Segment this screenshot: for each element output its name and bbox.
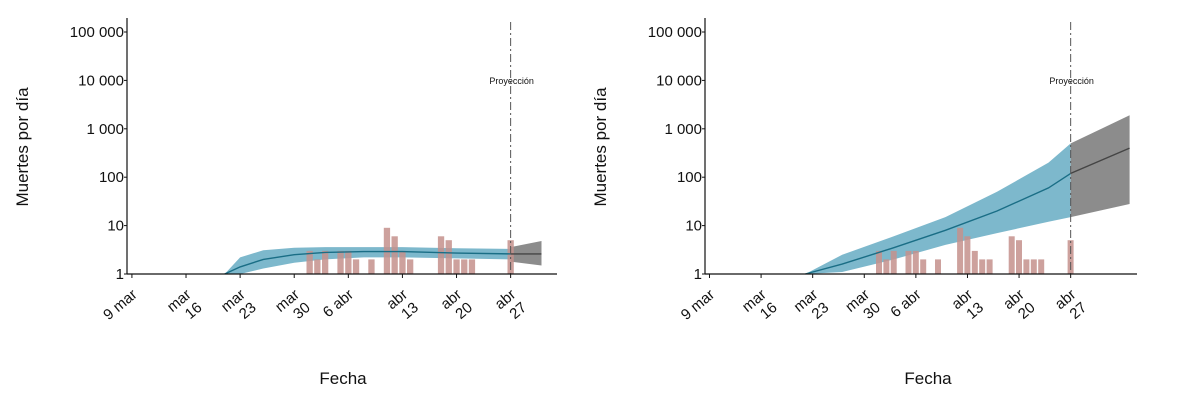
death-bar bbox=[1030, 259, 1037, 274]
death-bar bbox=[1008, 236, 1015, 274]
x-tick-label: abr27 bbox=[492, 286, 530, 326]
y-axis-ticks: 1 10 100 1 000 10 000 100 000 bbox=[70, 24, 124, 283]
x-axis-title: Fecha bbox=[319, 369, 367, 388]
death-bar bbox=[391, 236, 398, 274]
x-axis-title: Fecha bbox=[904, 369, 952, 388]
death-bar bbox=[964, 236, 971, 274]
y-axis-title: Muertes por día bbox=[13, 87, 32, 207]
y-tick-label: 100 bbox=[677, 169, 702, 186]
death-bar bbox=[905, 250, 912, 274]
x-tick-label: mar16 bbox=[164, 286, 206, 329]
x-tick-label: mar30 bbox=[272, 286, 314, 329]
death-bar bbox=[979, 259, 986, 274]
death-bar bbox=[368, 259, 375, 274]
chart-panel-right: Proyección 1 10 100 1 000 10 000 100 000… bbox=[591, 18, 1137, 388]
death-bar bbox=[986, 259, 993, 274]
x-tick-label: 6 abr bbox=[887, 286, 924, 321]
death-bar bbox=[468, 259, 476, 274]
death-bar bbox=[453, 259, 460, 274]
x-tick-label: mar30 bbox=[842, 286, 884, 329]
y-tick-label: 1 000 bbox=[86, 121, 124, 138]
x-tick-label: 9 mar bbox=[100, 286, 140, 324]
death-bar bbox=[912, 250, 919, 274]
x-tick-label: abr13 bbox=[949, 286, 987, 326]
x-tick-label: mar23 bbox=[218, 286, 260, 329]
x-tick-label: 6 abr bbox=[320, 286, 357, 321]
death-bar bbox=[971, 250, 978, 274]
death-bar bbox=[1038, 259, 1045, 274]
chart-panel-left: Proyección 1 10 100 1 000 10 000 100 000… bbox=[13, 18, 557, 388]
death-bar bbox=[337, 250, 344, 274]
y-tick-label: 10 000 bbox=[656, 72, 702, 89]
y-tick-label: 10 000 bbox=[78, 72, 124, 89]
death-bar bbox=[957, 227, 964, 274]
death-bar bbox=[890, 250, 897, 274]
x-axis-ticks: 9 mar mar16 mar23 mar30 6 abr abr13 abr2… bbox=[100, 286, 530, 329]
death-bar bbox=[876, 250, 882, 274]
fit-band-group bbox=[805, 115, 1130, 274]
death-bar bbox=[322, 250, 329, 274]
death-bar bbox=[399, 250, 406, 274]
death-bar bbox=[314, 259, 321, 274]
death-bar bbox=[383, 227, 391, 274]
death-bar bbox=[883, 259, 890, 274]
x-tick-label: abr20 bbox=[1000, 286, 1038, 326]
death-bar bbox=[352, 259, 360, 274]
y-tick-label: 100 000 bbox=[70, 24, 124, 41]
death-bar bbox=[345, 250, 352, 274]
death-bar bbox=[306, 250, 313, 274]
x-axis-ticks: 9 mar mar16 mar23 mar30 6 abr abr13 abr2… bbox=[678, 286, 1090, 329]
death-bar bbox=[935, 259, 941, 274]
fit-confidence-band bbox=[805, 143, 1071, 274]
death-bar bbox=[920, 259, 927, 274]
death-bar bbox=[1023, 259, 1030, 274]
x-tick-label: abr13 bbox=[383, 286, 421, 326]
x-tick-label: abr20 bbox=[438, 286, 476, 326]
y-tick-label: 10 bbox=[107, 218, 124, 235]
y-axis-ticks: 1 10 100 1 000 10 000 100 000 bbox=[648, 24, 702, 283]
fit-mean-line bbox=[805, 172, 1072, 275]
y-tick-label: 100 000 bbox=[648, 24, 702, 41]
x-tick-label: mar16 bbox=[739, 286, 781, 329]
y-axis-title: Muertes por día bbox=[591, 87, 610, 207]
y-tick-label: 1 bbox=[116, 266, 124, 283]
daily-deaths-bars bbox=[876, 227, 1074, 274]
projection-label: Proyección bbox=[1049, 76, 1094, 86]
y-tick-label: 100 bbox=[99, 169, 124, 186]
x-tick-label: mar23 bbox=[791, 286, 833, 329]
death-bar bbox=[1016, 240, 1022, 274]
projection-mean-line bbox=[1070, 147, 1130, 175]
x-tick-label: 9 mar bbox=[678, 286, 718, 324]
y-tick-label: 1 000 bbox=[664, 121, 702, 138]
projection-label: Proyección bbox=[489, 76, 534, 86]
y-tick-label: 10 bbox=[685, 218, 702, 235]
projection-confidence-band bbox=[1070, 115, 1130, 218]
death-bar bbox=[445, 240, 452, 274]
death-bar bbox=[437, 236, 445, 274]
death-bar bbox=[461, 259, 468, 274]
death-bar bbox=[407, 259, 414, 274]
fit-mean-line bbox=[224, 250, 511, 275]
y-tick-label: 1 bbox=[694, 266, 702, 283]
x-tick-label: abr27 bbox=[1052, 286, 1090, 326]
